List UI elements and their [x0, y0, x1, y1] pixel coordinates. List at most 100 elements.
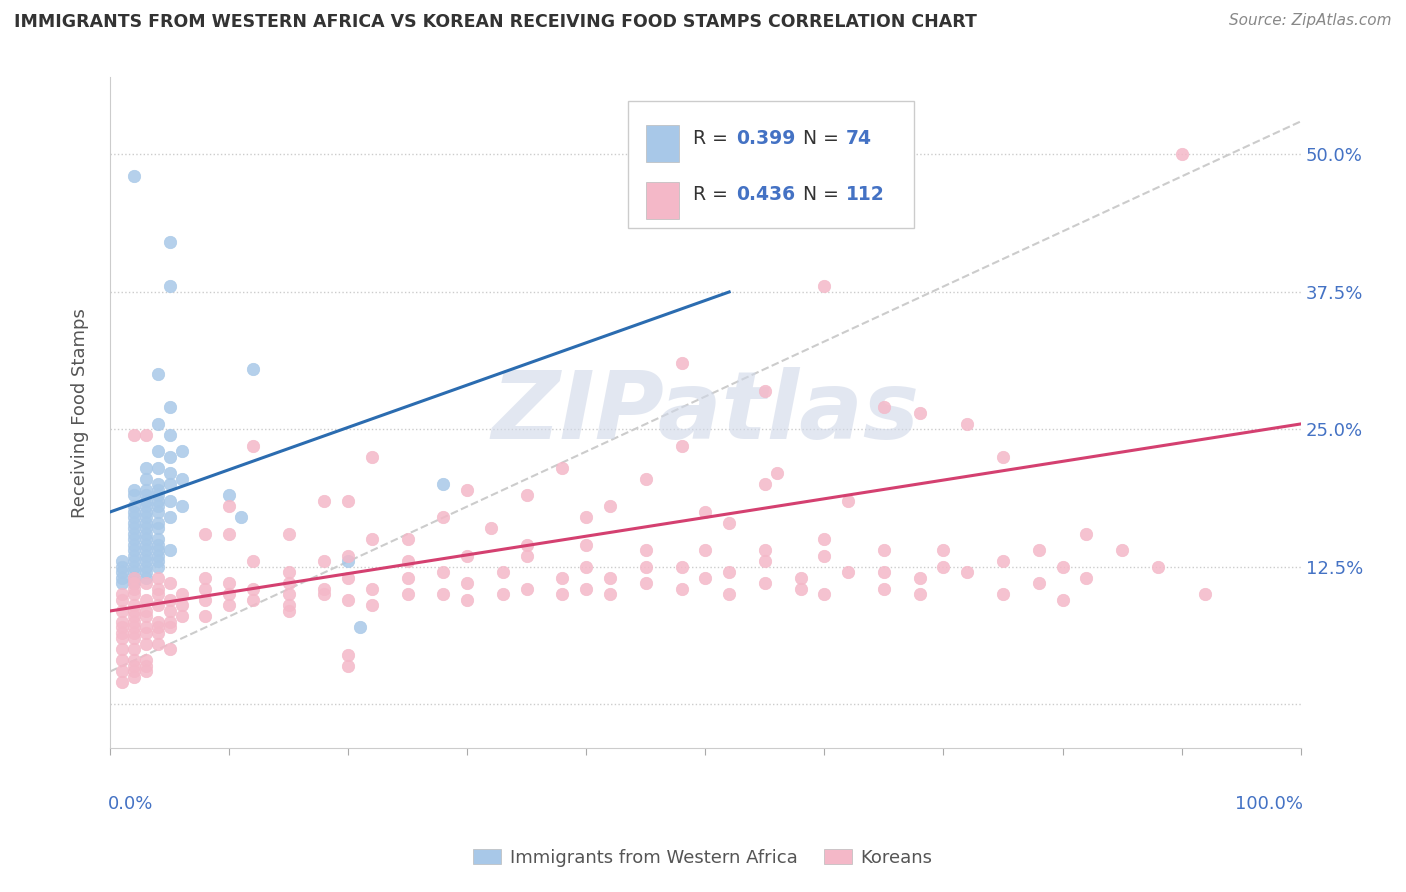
Point [813, 533, 835, 547]
Point [361, 582, 384, 596]
Point [314, 554, 336, 568]
Point [349, 620, 371, 634]
Point [873, 582, 896, 596]
Point [122, 516, 145, 530]
Text: 100.0%: 100.0% [1234, 796, 1303, 814]
Point [873, 566, 896, 580]
Point [135, 560, 157, 574]
Point [396, 533, 419, 547]
Point [159, 477, 181, 491]
Point [111, 626, 134, 640]
Point [1076, 527, 1098, 541]
Point [135, 571, 157, 585]
Point [146, 615, 169, 629]
Point [1052, 560, 1074, 574]
Point [754, 576, 776, 591]
Point [122, 571, 145, 585]
Point [146, 543, 169, 558]
Point [575, 538, 598, 552]
Point [1146, 560, 1168, 574]
Point [242, 593, 264, 607]
Point [634, 472, 657, 486]
Point [135, 521, 157, 535]
Point [111, 665, 134, 679]
Point [575, 582, 598, 596]
Point [135, 554, 157, 568]
Point [337, 571, 360, 585]
Point [159, 494, 181, 508]
Point [516, 488, 538, 502]
Point [159, 615, 181, 629]
Point [516, 549, 538, 563]
Point [218, 599, 240, 613]
Point [516, 538, 538, 552]
Point [159, 642, 181, 657]
Point [456, 549, 478, 563]
Point [146, 516, 169, 530]
Text: 0.436: 0.436 [737, 186, 796, 204]
Text: 0.0%: 0.0% [108, 796, 153, 814]
Text: ZIPatlas: ZIPatlas [491, 367, 920, 459]
Point [599, 500, 621, 514]
Point [159, 604, 181, 618]
Point [432, 477, 454, 491]
Point [135, 494, 157, 508]
Legend: Immigrants from Western Africa, Koreans: Immigrants from Western Africa, Koreans [467, 842, 939, 874]
Point [135, 566, 157, 580]
Point [111, 620, 134, 634]
Point [170, 444, 193, 458]
Point [146, 368, 169, 382]
Point [146, 461, 169, 475]
Point [159, 510, 181, 524]
Point [146, 521, 169, 535]
Point [170, 587, 193, 601]
Point [754, 543, 776, 558]
Point [551, 587, 574, 601]
Point [135, 516, 157, 530]
Point [1028, 543, 1050, 558]
Point [575, 510, 598, 524]
Point [135, 620, 157, 634]
Point [146, 488, 169, 502]
Point [146, 637, 169, 651]
Point [718, 587, 741, 601]
Point [718, 516, 741, 530]
Bar [645, 126, 679, 162]
Point [122, 505, 145, 519]
Point [314, 587, 336, 601]
Point [908, 587, 931, 601]
Text: R =: R = [693, 128, 734, 147]
Point [111, 587, 134, 601]
Point [337, 554, 360, 568]
Point [908, 406, 931, 420]
Point [122, 620, 145, 634]
Point [277, 587, 299, 601]
Point [432, 566, 454, 580]
Point [242, 582, 264, 596]
Point [479, 521, 502, 535]
Point [551, 571, 574, 585]
Point [361, 450, 384, 464]
Point [314, 494, 336, 508]
Point [135, 533, 157, 547]
Point [122, 571, 145, 585]
Point [135, 659, 157, 673]
Point [122, 566, 145, 580]
Point [789, 582, 811, 596]
Text: IMMIGRANTS FROM WESTERN AFRICA VS KOREAN RECEIVING FOOD STAMPS CORRELATION CHART: IMMIGRANTS FROM WESTERN AFRICA VS KOREAN… [14, 13, 977, 31]
Point [456, 576, 478, 591]
Point [159, 576, 181, 591]
Point [146, 549, 169, 563]
Point [135, 593, 157, 607]
Point [218, 587, 240, 601]
Point [122, 483, 145, 497]
Point [551, 461, 574, 475]
Point [837, 566, 859, 580]
Point [337, 648, 360, 662]
Point [277, 576, 299, 591]
Point [122, 626, 145, 640]
Point [159, 235, 181, 250]
Point [242, 554, 264, 568]
Point [361, 533, 384, 547]
Point [242, 439, 264, 453]
